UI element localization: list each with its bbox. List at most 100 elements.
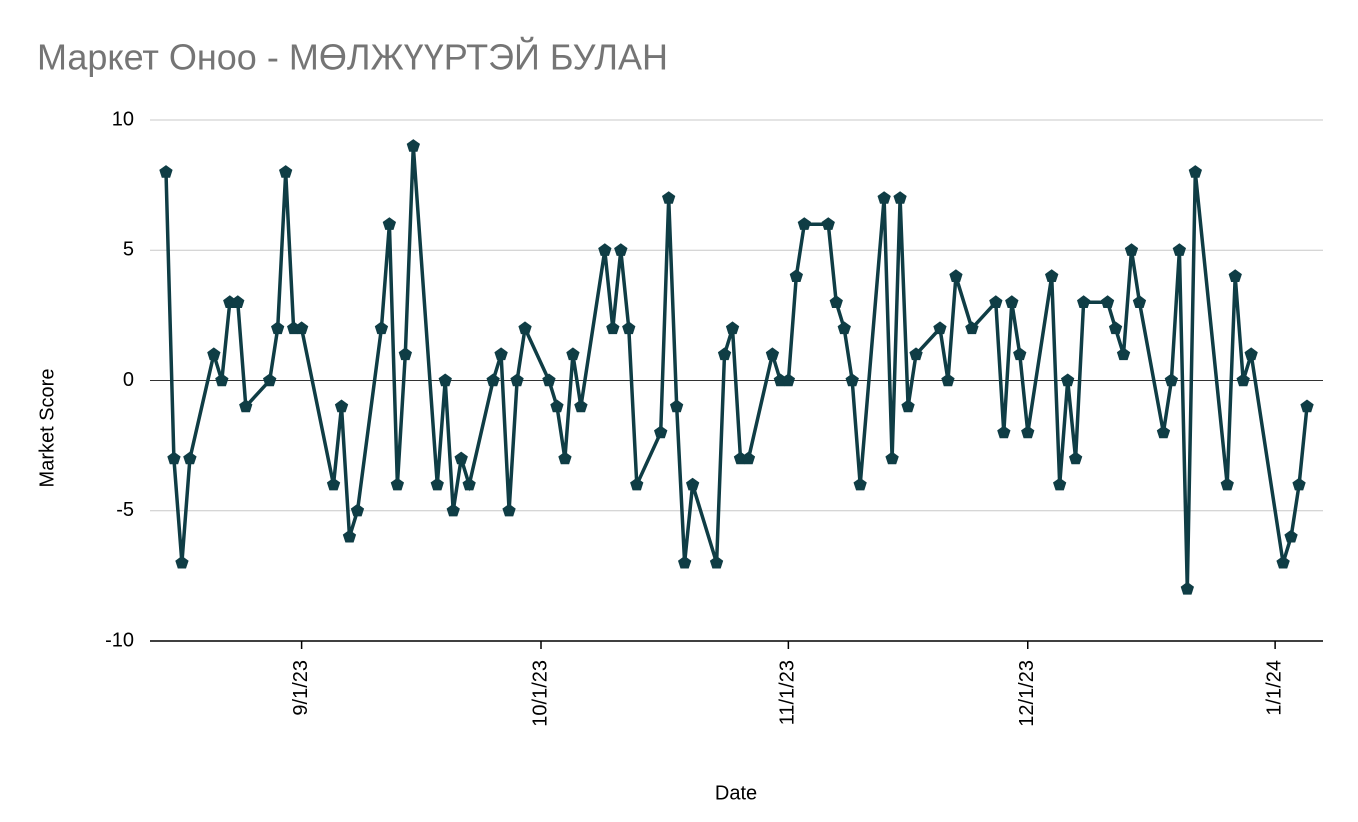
data-point <box>837 321 851 335</box>
series-line <box>164 145 1309 589</box>
data-point <box>295 321 309 335</box>
data-point <box>654 425 668 439</box>
x-tick-label: 12/1/23 <box>1016 660 1038 727</box>
data-point <box>462 477 476 491</box>
data-point <box>159 165 173 178</box>
data-point <box>574 399 588 413</box>
data-point <box>1300 399 1314 413</box>
data-point <box>941 373 955 387</box>
chart-title: Маркет Оноо - МӨЛЖҮҮРТЭЙ БУЛАН <box>37 36 668 78</box>
data-point <box>406 139 420 152</box>
data-point <box>1284 529 1298 543</box>
data-point <box>1172 243 1186 256</box>
data-point <box>709 555 724 569</box>
data-point <box>781 373 795 387</box>
data-point <box>486 373 500 387</box>
data-point <box>1077 295 1091 308</box>
data-point <box>550 399 564 413</box>
data-point <box>949 269 963 282</box>
data-point <box>374 321 389 335</box>
y-tick-label: -10 <box>105 629 134 651</box>
y-tick-label: -5 <box>116 499 134 521</box>
x-tick-label: 11/1/23 <box>777 660 799 725</box>
data-point <box>438 373 452 387</box>
y-axis-label: Market Score <box>36 369 58 488</box>
data-point <box>167 451 181 465</box>
data-point <box>1069 451 1083 465</box>
data-point <box>598 243 612 256</box>
data-point <box>1021 425 1035 439</box>
data-point <box>279 165 293 178</box>
data-point <box>510 373 524 387</box>
data-point <box>271 321 285 335</box>
data-point <box>630 477 644 491</box>
data-point <box>1188 165 1202 178</box>
data-point <box>1124 243 1139 256</box>
data-point <box>390 477 404 491</box>
data-point <box>1164 373 1178 387</box>
data-point <box>614 243 628 256</box>
data-point <box>382 217 396 230</box>
data-point <box>717 347 732 361</box>
data-point <box>1276 555 1290 569</box>
data-point <box>670 399 684 413</box>
data-point <box>502 503 516 517</box>
data-point <box>933 321 947 335</box>
data-point <box>1156 425 1171 439</box>
data-point <box>1045 269 1059 282</box>
data-point <box>350 503 365 517</box>
data-point <box>1244 347 1258 361</box>
data-point <box>725 321 740 335</box>
data-point <box>853 477 867 491</box>
x-tick-label: 10/1/23 <box>529 660 551 727</box>
data-point <box>430 477 444 491</box>
data-point <box>901 399 915 413</box>
data-point <box>1220 477 1234 491</box>
data-point <box>398 347 412 361</box>
data-point <box>454 451 468 465</box>
data-point <box>175 555 189 569</box>
data-point <box>207 347 221 361</box>
data-point <box>1180 581 1194 595</box>
data-point <box>797 217 811 230</box>
y-tick-label: 0 <box>123 369 134 391</box>
data-point <box>446 503 460 517</box>
data-point <box>1100 295 1115 308</box>
data-point <box>678 555 692 569</box>
x-tick-label: 1/1/24 <box>1263 660 1285 716</box>
data-point <box>821 217 835 230</box>
data-point <box>1013 347 1027 361</box>
y-tick-label: 10 <box>112 108 134 130</box>
data-point <box>542 373 556 387</box>
data-point <box>558 451 572 465</box>
data-point <box>334 399 349 413</box>
data-point <box>686 477 700 491</box>
data-point <box>263 373 277 387</box>
y-tick-label: 5 <box>123 239 134 261</box>
data-point <box>1292 477 1306 491</box>
data-point <box>845 373 859 387</box>
data-point <box>1236 373 1250 387</box>
data-point <box>215 373 229 387</box>
data-point <box>965 321 979 335</box>
data-point <box>566 347 580 361</box>
data-point <box>765 347 780 361</box>
data-point <box>1116 347 1131 361</box>
data-point <box>231 295 245 308</box>
data-point <box>518 321 532 335</box>
data-point <box>326 477 341 491</box>
data-point <box>622 321 636 335</box>
data-point <box>1108 321 1123 335</box>
data-point <box>997 425 1011 439</box>
data-point <box>1132 295 1147 308</box>
data-point <box>829 295 843 308</box>
data-point <box>494 347 508 361</box>
data-point <box>1061 373 1075 387</box>
data-point <box>909 347 923 361</box>
data-point <box>342 529 357 543</box>
data-point <box>662 191 676 204</box>
x-tick-label: 9/1/23 <box>290 660 312 716</box>
data-point <box>893 191 907 204</box>
data-point <box>989 295 1003 308</box>
